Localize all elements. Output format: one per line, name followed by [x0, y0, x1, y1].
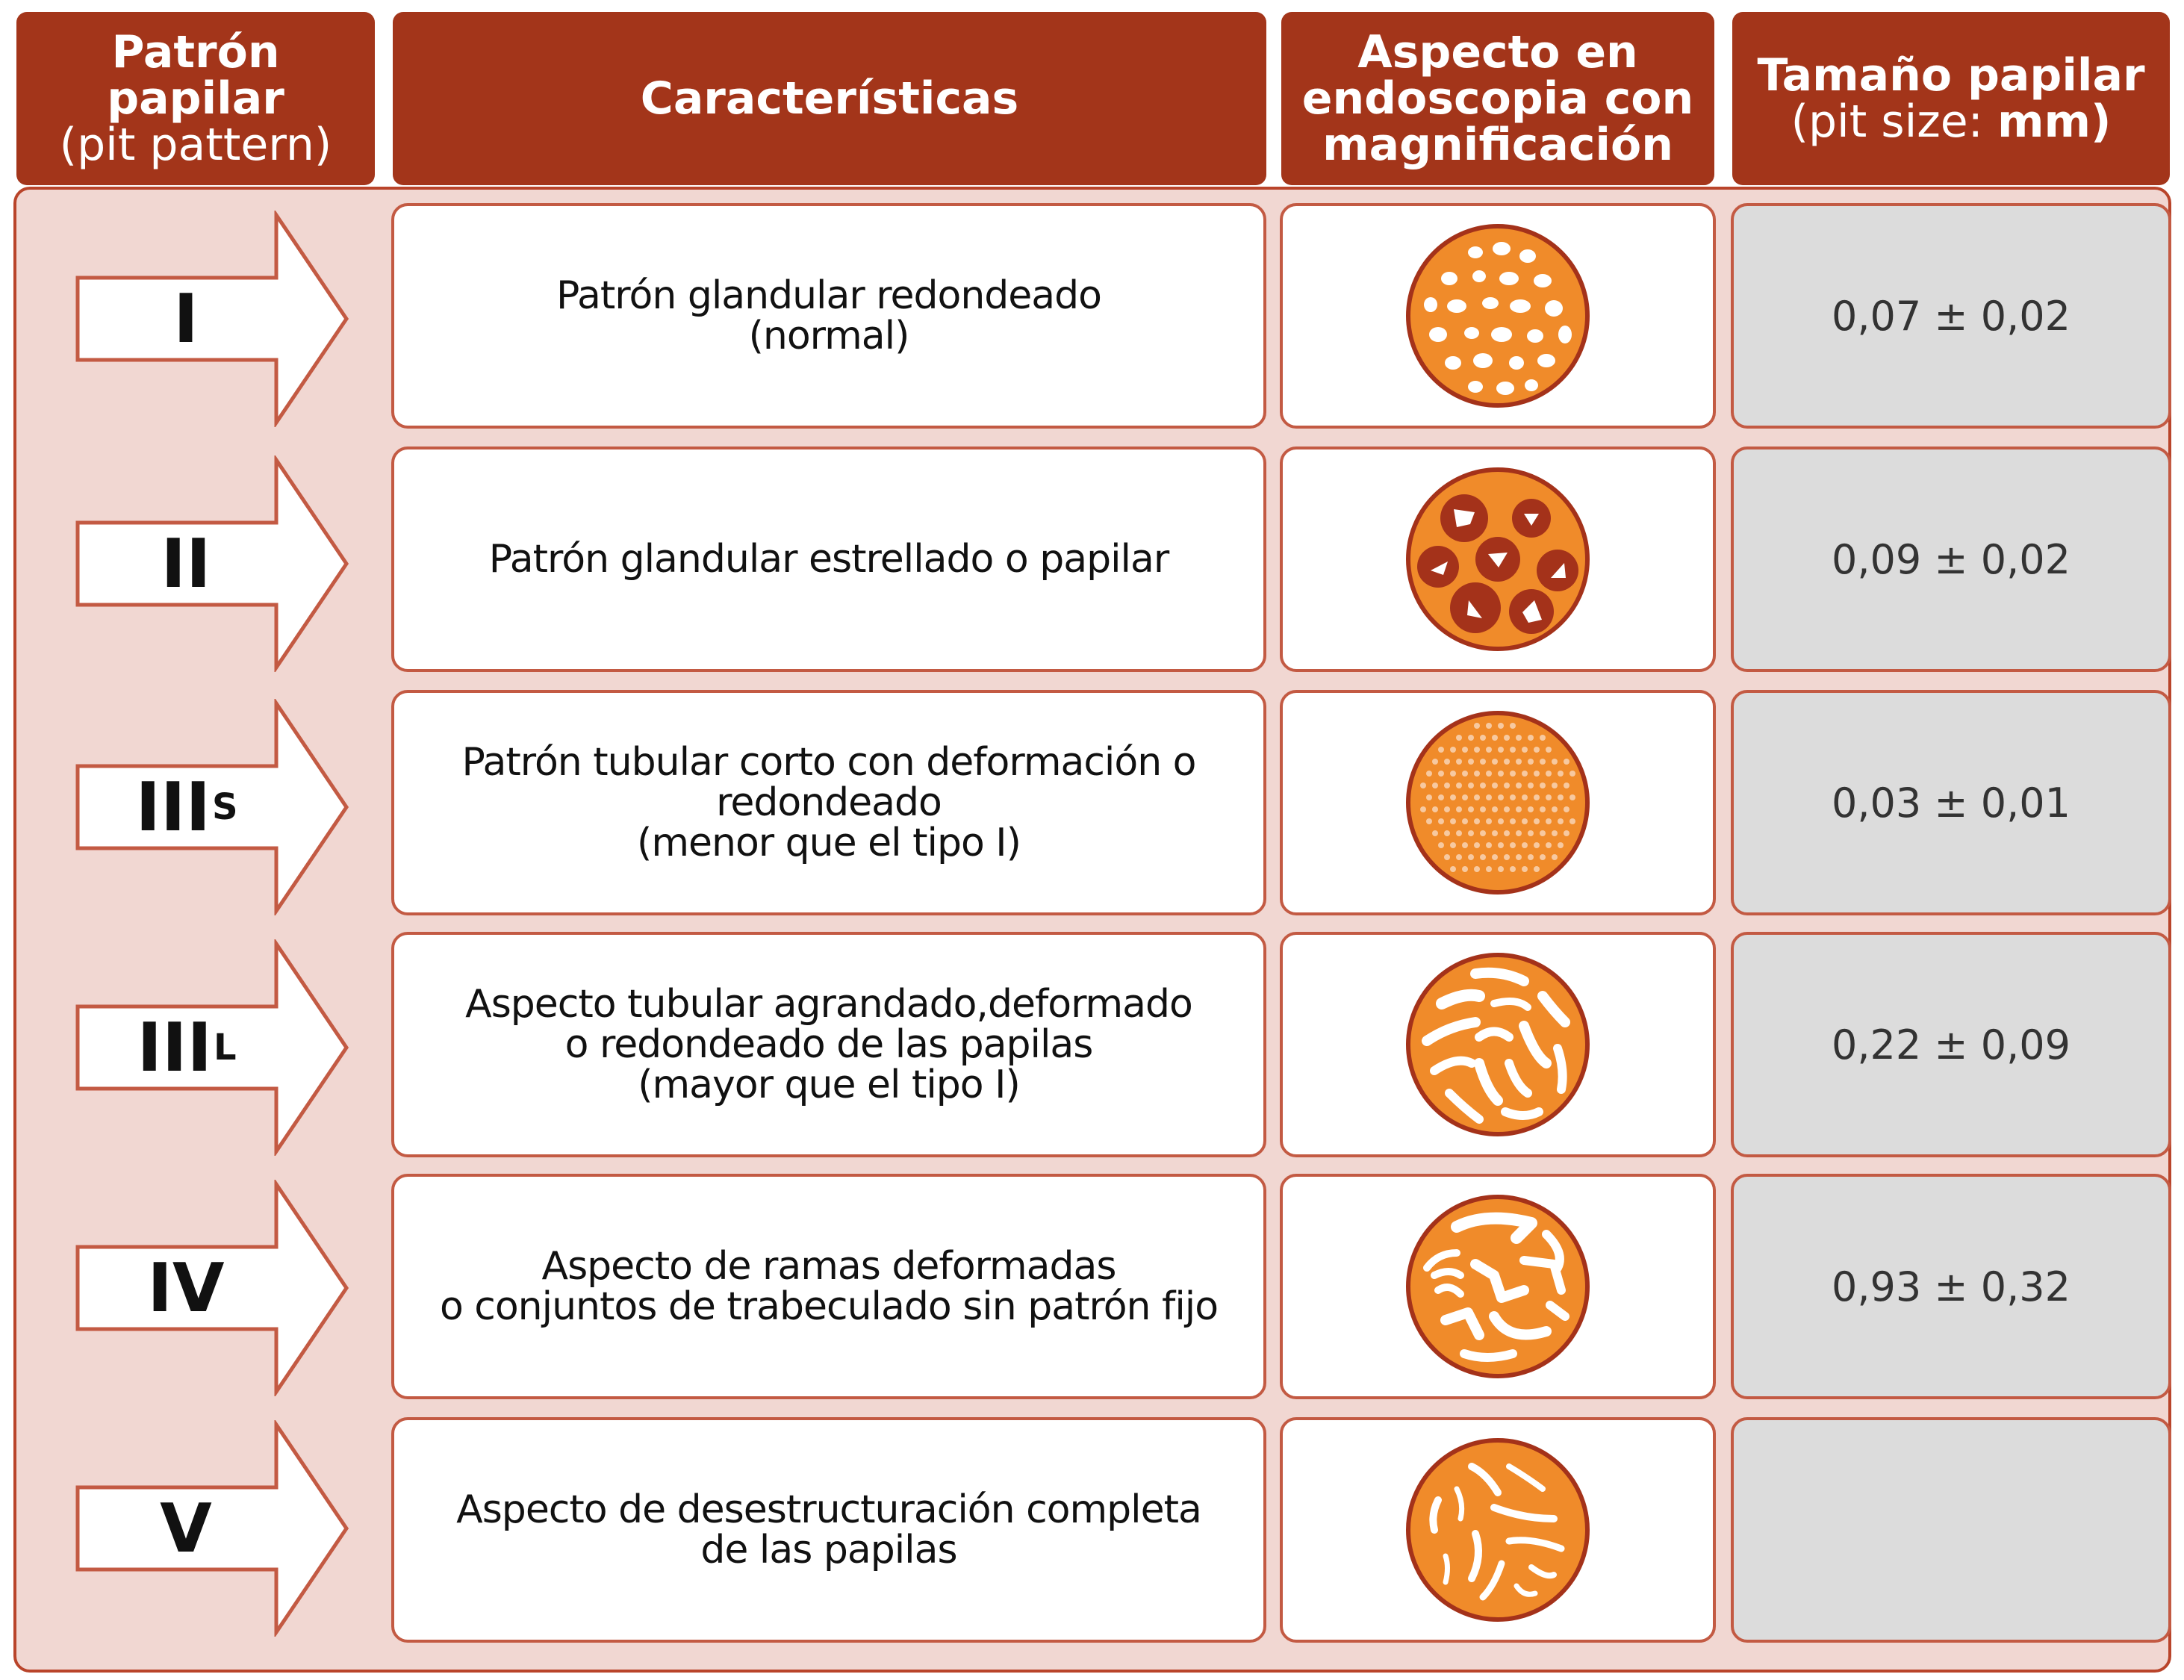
pit-size-value: 0,03 ± 0,01 — [1831, 779, 2071, 827]
characteristics-cell: Patrón tubular corto con deformación o r… — [391, 690, 1266, 915]
characteristics-cell: Aspecto de ramas deformadas o conjuntos … — [391, 1174, 1266, 1399]
arrow-type-iv: IV — [75, 1180, 351, 1396]
header-pit-pattern-subtitle: (pit pattern) — [59, 119, 332, 171]
magnification-cell — [1280, 932, 1716, 1157]
pit-size-value: 0,07 ± 0,02 — [1831, 292, 2071, 340]
arrow-type-i: I — [75, 211, 351, 427]
header-pit-size-title: Tamaño papilar — [1757, 49, 2145, 102]
arrow-type-ii: II — [75, 455, 351, 672]
magnification-cell — [1280, 1174, 1716, 1399]
pattern-type-label: I — [173, 279, 199, 358]
pit-size-value: 0,93 ± 0,32 — [1831, 1263, 2071, 1310]
header-pit-size-unit: mm) — [1997, 96, 2112, 148]
characteristics-text: Patrón glandular estrellado o papilar — [488, 537, 1169, 582]
arrow-type-v: V — [75, 1420, 351, 1637]
arrow-type-iii-s: III S — [75, 699, 351, 915]
pattern-type-label: IV — [147, 1248, 225, 1328]
header-characteristics: Características — [393, 12, 1266, 185]
pattern-type-label: II — [161, 524, 211, 603]
round-pits-icon — [1406, 224, 1590, 408]
arrow-shape-icon — [75, 939, 349, 1156]
magnification-cell — [1280, 447, 1716, 672]
header-pit-size: Tamaño papilar (pit size: mm) — [1732, 12, 2170, 185]
header-magnification-line3: magnificación — [1322, 119, 1673, 171]
characteristics-cell: Patrón glandular estrellado o papilar — [391, 447, 1266, 672]
arrow-shape-icon — [75, 211, 349, 427]
tubular-pits-icon — [1406, 953, 1590, 1136]
characteristics-text: Aspecto tubular agrandado,deformado o re… — [465, 982, 1193, 1107]
arrow-shape-icon — [75, 455, 349, 672]
characteristics-cell: Patrón glandular redondeado (normal) — [391, 203, 1266, 429]
header-magnification: Aspecto en endoscopia con magnificación — [1281, 12, 1714, 185]
pattern-type-label: III S — [135, 768, 238, 847]
stellar-pits-icon — [1406, 467, 1590, 651]
arrow-shape-icon — [75, 1180, 349, 1396]
magnification-cell — [1280, 690, 1716, 915]
characteristics-text: Patrón glandular redondeado (normal) — [556, 273, 1102, 358]
pit-size-cell: 0,03 ± 0,01 — [1731, 690, 2171, 915]
characteristics-cell: Aspecto de desestructuración completa de… — [391, 1417, 1266, 1643]
small-pits-icon — [1406, 711, 1590, 895]
pit-size-cell: 0,93 ± 0,32 — [1731, 1174, 2171, 1399]
destructured-pits-icon — [1406, 1438, 1590, 1622]
pattern-type-label: V — [160, 1489, 212, 1568]
characteristics-text: Patrón tubular corto con deformación o r… — [461, 740, 1196, 865]
pit-size-value: 0,09 ± 0,02 — [1831, 535, 2071, 583]
pit-size-cell: 0,07 ± 0,02 — [1731, 203, 2171, 429]
header-pit-size-unit-prefix: (pit size: — [1791, 96, 1997, 148]
pit-size-cell — [1731, 1417, 2171, 1643]
pit-size-cell: 0,22 ± 0,09 — [1731, 932, 2171, 1157]
magnification-cell — [1280, 1417, 1716, 1643]
branched-pits-icon — [1406, 1195, 1590, 1378]
arrow-shape-icon — [75, 1420, 349, 1637]
pattern-type-label: III L — [137, 1008, 237, 1087]
header-pit-size-subtitle: (pit size: mm) — [1791, 99, 2112, 145]
arrow-type-iii-l: III L — [75, 939, 351, 1156]
characteristics-text: Aspecto de ramas deformadas o conjuntos … — [439, 1244, 1219, 1329]
header-pit-pattern-title: Patrón papilar — [107, 26, 284, 125]
arrow-shape-icon — [75, 699, 349, 915]
header-magnification-line1: Aspecto en — [1357, 26, 1638, 78]
characteristics-cell: Aspecto tubular agrandado,deformado o re… — [391, 932, 1266, 1157]
characteristics-text: Aspecto de desestructuración completa de… — [456, 1487, 1202, 1572]
pit-size-cell: 0,09 ± 0,02 — [1731, 447, 2171, 672]
magnification-cell — [1280, 203, 1716, 429]
header-magnification-line2: endoscopia con — [1301, 72, 1694, 125]
header-characteristics-title: Características — [640, 72, 1019, 125]
pit-size-value: 0,22 ± 0,09 — [1831, 1021, 2071, 1068]
header-pit-pattern: Patrón papilar (pit pattern) — [16, 12, 375, 185]
